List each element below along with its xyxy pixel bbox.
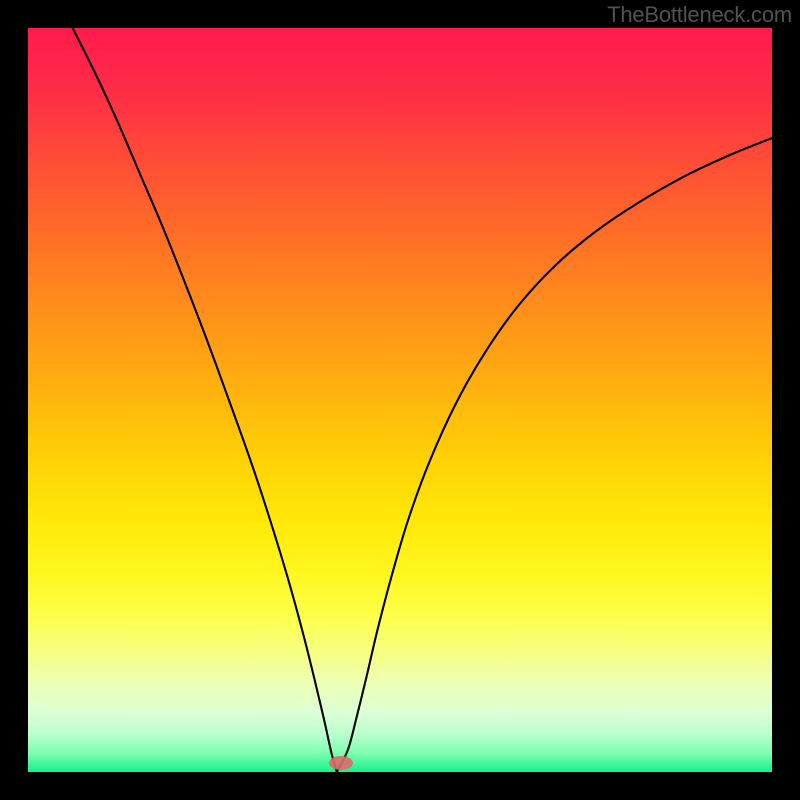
chart-frame: TheBottleneck.com [0,0,800,800]
watermark-text: TheBottleneck.com [607,2,792,28]
bottleneck-chart [28,28,772,772]
gradient-background [28,28,772,772]
minimum-marker [329,756,353,770]
